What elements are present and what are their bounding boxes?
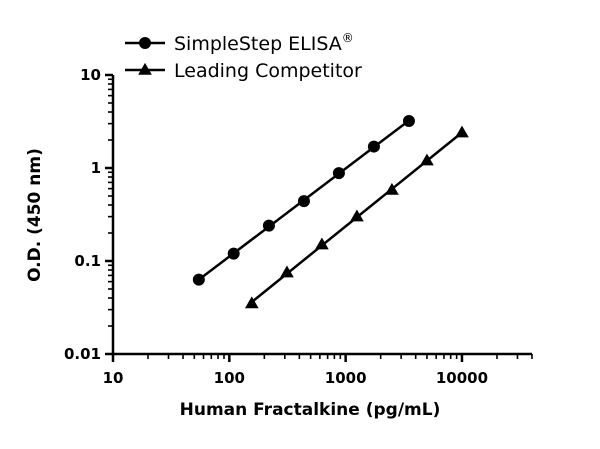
data-point <box>244 296 259 309</box>
data-point <box>455 125 469 138</box>
data-point <box>315 237 329 250</box>
y-tick-label: 0.01 <box>64 345 101 363</box>
y-tick-label: 10 <box>80 66 101 84</box>
x-tick-label: 10 <box>103 369 124 387</box>
series-layer <box>192 115 469 309</box>
data-point <box>385 182 399 195</box>
x-tick-label: 10000 <box>436 369 488 387</box>
y-axis-title: O.D. (450 nm) <box>25 148 45 282</box>
data-point <box>367 140 380 153</box>
data-point <box>350 209 364 222</box>
series-competitor <box>244 125 469 309</box>
data-point <box>280 265 294 278</box>
axes: 10 100 1000 10000 0.01 0.1 1 10 <box>64 66 533 387</box>
x-tick-label: 1000 <box>325 369 367 387</box>
legend-label: Leading Competitor <box>174 60 362 82</box>
legend-triangle-marker <box>138 62 152 75</box>
x-axis-title: Human Fractalkine (pg/mL) <box>180 400 441 420</box>
legend-label: SimpleStep ELISA® <box>174 31 354 55</box>
y-tick-label: 0.1 <box>74 252 101 270</box>
legend: SimpleStep ELISA® Leading Competitor <box>125 31 362 82</box>
data-point <box>227 247 240 260</box>
data-point <box>332 167 345 180</box>
data-point <box>262 219 275 232</box>
series-simplestep <box>192 115 415 286</box>
x-tick-label: 100 <box>214 369 245 387</box>
data-point <box>297 195 310 208</box>
data-point <box>192 273 205 286</box>
y-tick-label: 1 <box>91 159 101 177</box>
data-point <box>402 115 415 128</box>
data-point <box>420 153 434 166</box>
legend-circle-marker <box>139 37 151 49</box>
